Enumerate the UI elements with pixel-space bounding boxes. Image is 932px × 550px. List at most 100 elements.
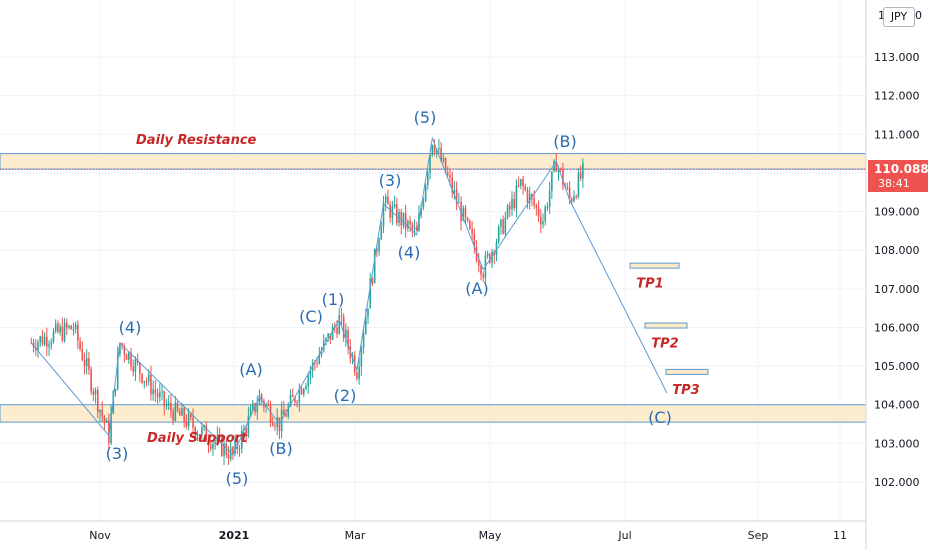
current-price-tag: 110.088 38:41: [868, 160, 929, 192]
candle-body: [427, 172, 429, 186]
y-tick-label: 108.000: [874, 244, 920, 257]
candle-body: [176, 402, 179, 411]
candle-body: [504, 217, 507, 234]
candle-body: [548, 190, 551, 207]
candle-body: [114, 388, 117, 392]
candle-body: [551, 171, 553, 191]
candle-body: [320, 350, 323, 356]
candle-body: [440, 148, 442, 161]
candle-body: [446, 172, 449, 176]
candle-body: [486, 253, 489, 256]
candle-body: [511, 198, 513, 210]
candle-body: [579, 172, 582, 179]
candle-body: [378, 239, 380, 252]
candle-body: [127, 352, 130, 360]
candle-body: [245, 428, 247, 434]
candle-body: [489, 253, 491, 263]
candle-body: [442, 157, 445, 161]
candle-body: [568, 187, 571, 200]
grid: [0, 0, 866, 521]
current-price: 110.088: [874, 162, 929, 176]
y-axis-top-digit-right: 0: [915, 9, 922, 22]
target-label-tp2: TP2: [651, 337, 678, 352]
candle-body: [205, 425, 208, 442]
candle-body: [260, 394, 263, 401]
currency-badge[interactable]: JPY: [883, 7, 915, 27]
wave-label: (B): [269, 439, 292, 458]
candle-body: [61, 326, 64, 341]
y-tick-label: 109.000: [874, 206, 920, 219]
candle-body: [544, 207, 547, 222]
candle-body: [400, 211, 403, 226]
candle-body: [336, 327, 338, 334]
candle-body: [389, 204, 391, 218]
candle-body: [566, 187, 569, 189]
candle-body: [130, 352, 132, 367]
candle-body: [464, 207, 467, 218]
candle-body: [455, 189, 458, 204]
candle-body: [539, 216, 542, 225]
daily-resistance-label: Daily Resistance: [136, 133, 257, 148]
candle-body: [298, 388, 301, 403]
candle-body: [453, 189, 456, 193]
candle-body: [305, 385, 307, 390]
candle-body: [413, 227, 416, 230]
candle-body: [482, 274, 484, 278]
candle-body: [227, 454, 230, 459]
target-label-tp1: TP1: [636, 277, 663, 292]
candle-body: [207, 441, 210, 446]
candle-body: [187, 413, 190, 427]
candle-body: [94, 390, 97, 395]
y-tick-label: 113.000: [874, 51, 920, 64]
candle-body: [287, 405, 290, 417]
candle-body: [243, 428, 245, 431]
y-axis[interactable]: 113.000112.000111.000110.000109.000108.0…: [874, 51, 920, 489]
candle-body: [85, 358, 88, 367]
candle-body: [119, 343, 121, 355]
x-tick-label: Nov: [89, 529, 111, 542]
x-tick-label: 2021: [219, 529, 250, 542]
candle-body: [466, 217, 469, 221]
candle-body: [309, 370, 312, 376]
candle-body: [575, 196, 578, 198]
candle-body: [274, 425, 276, 427]
candle-body: [380, 226, 383, 240]
candle-body: [327, 333, 329, 339]
candle-body: [103, 416, 106, 423]
x-tick-label: 11: [833, 529, 847, 542]
candle-body: [221, 435, 223, 456]
candle-body: [99, 409, 101, 413]
candle-body: [271, 422, 274, 426]
candle-body: [422, 200, 425, 208]
candle-body: [471, 228, 473, 234]
candle-body: [77, 324, 79, 342]
candle-body: [475, 247, 478, 261]
candle-body: [318, 355, 321, 364]
candle-body: [420, 207, 422, 215]
candle-body: [143, 381, 146, 383]
candle-body: [535, 205, 538, 208]
y-tick-label: 111.000: [874, 128, 920, 141]
candle-body: [500, 219, 502, 227]
wave-label: (4): [119, 318, 142, 337]
wave-label: (5): [226, 469, 249, 488]
candle-body: [88, 358, 90, 370]
candle-body: [194, 427, 197, 437]
candle-body: [415, 227, 418, 231]
candle-body: [582, 163, 584, 179]
candle-body: [263, 400, 265, 408]
candle-body: [300, 388, 303, 395]
candle-body: [234, 440, 236, 454]
candle-body: [528, 193, 531, 203]
candle-body: [520, 179, 522, 186]
candle-body: [161, 391, 163, 393]
y-tick-label: 104.000: [874, 399, 920, 412]
y-tick-label: 103.000: [874, 437, 920, 450]
candle-body: [185, 421, 188, 427]
candle-body: [477, 260, 480, 266]
candle-body: [376, 248, 378, 252]
candle-body: [50, 342, 53, 345]
candle-body: [110, 413, 112, 443]
x-axis[interactable]: Nov 2021 Mar May Jul Sep 11: [89, 529, 847, 542]
